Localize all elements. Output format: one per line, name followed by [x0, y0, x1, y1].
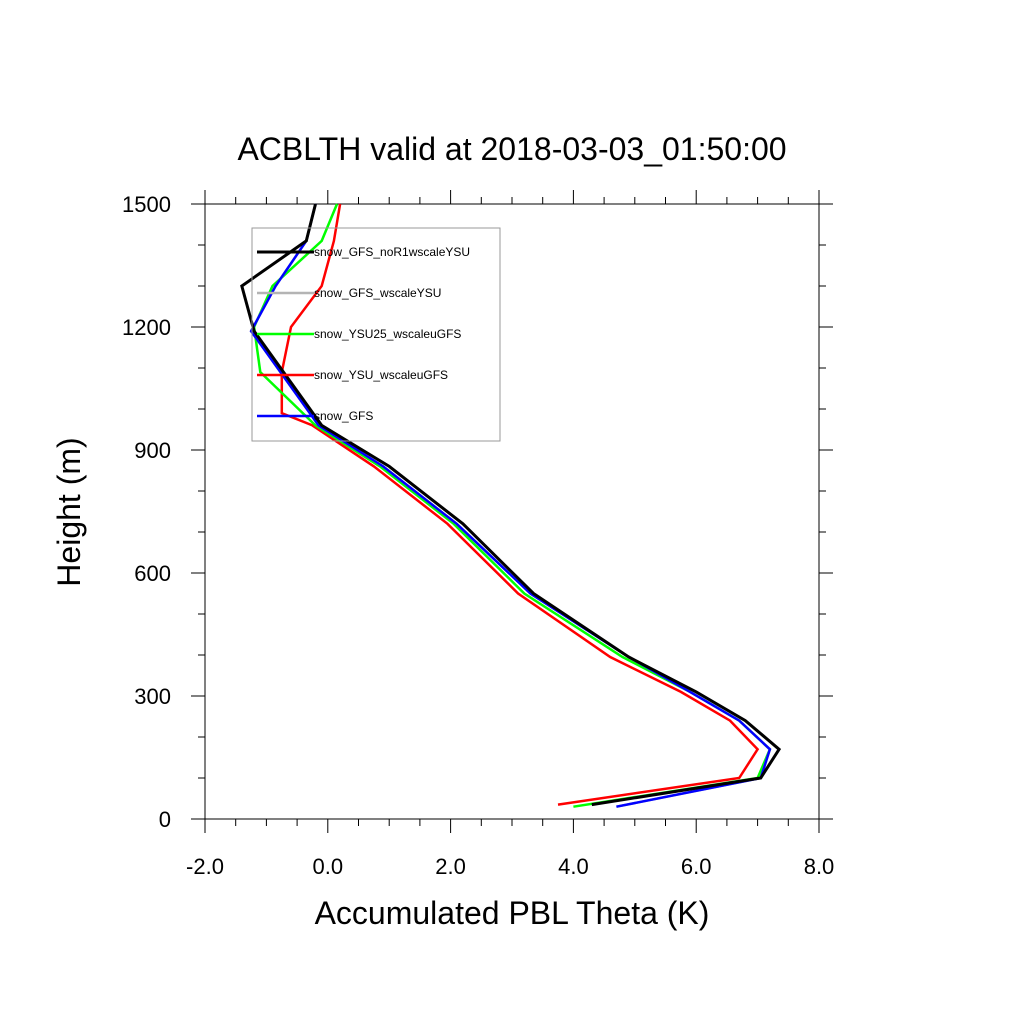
x-tick-label: 0.0 — [313, 854, 344, 879]
x-tick-label: 2.0 — [435, 854, 466, 879]
ticks-layer: -2.0 0.0 2.0 4.0 6.0 8.0 0 300 600 900 1200 1500 — [122, 190, 834, 879]
legend-label: snow_YSU_wscaleuGFS — [314, 368, 448, 382]
series-line-snow_YSU_wscaleuGFS — [280, 203, 760, 806]
legend-label: snow_GFS — [314, 409, 373, 423]
y-tick-label: 0 — [159, 807, 171, 832]
y-axis-title: Height (m) — [51, 437, 87, 586]
legend-label: snow_GFS_noR1wscaleYSU — [314, 245, 470, 259]
legend-box — [251, 227, 501, 442]
x-tick-label: -2.0 — [186, 854, 224, 879]
legend-label: snow_YSU25_wscaleuGFS — [314, 327, 461, 341]
x-axis-title: Accumulated PBL Theta (K) — [315, 895, 710, 931]
x-tick-label: 6.0 — [681, 854, 712, 879]
y-tick-label: 900 — [134, 438, 171, 463]
x-tick-label: 4.0 — [558, 854, 589, 879]
x-tick-label: 8.0 — [804, 854, 835, 879]
y-tick-label: 300 — [134, 684, 171, 709]
y-tick-label: 1200 — [122, 315, 171, 340]
legend-label: snow_GFS_wscaleYSU — [314, 286, 441, 300]
legend: snow_GFS_noR1wscaleYSU snow_GFS_wscaleYSU… — [251, 227, 501, 442]
y-tick-label: 1500 — [122, 192, 171, 217]
chart-title: ACBLTH valid at 2018-03-03_01:50:00 — [237, 131, 786, 167]
series-line-snow_GFS_noR1wscaleYSU — [240, 203, 782, 807]
plot-area — [204, 203, 820, 820]
plot-frame — [204, 203, 820, 820]
y-tick-label: 600 — [134, 561, 171, 586]
